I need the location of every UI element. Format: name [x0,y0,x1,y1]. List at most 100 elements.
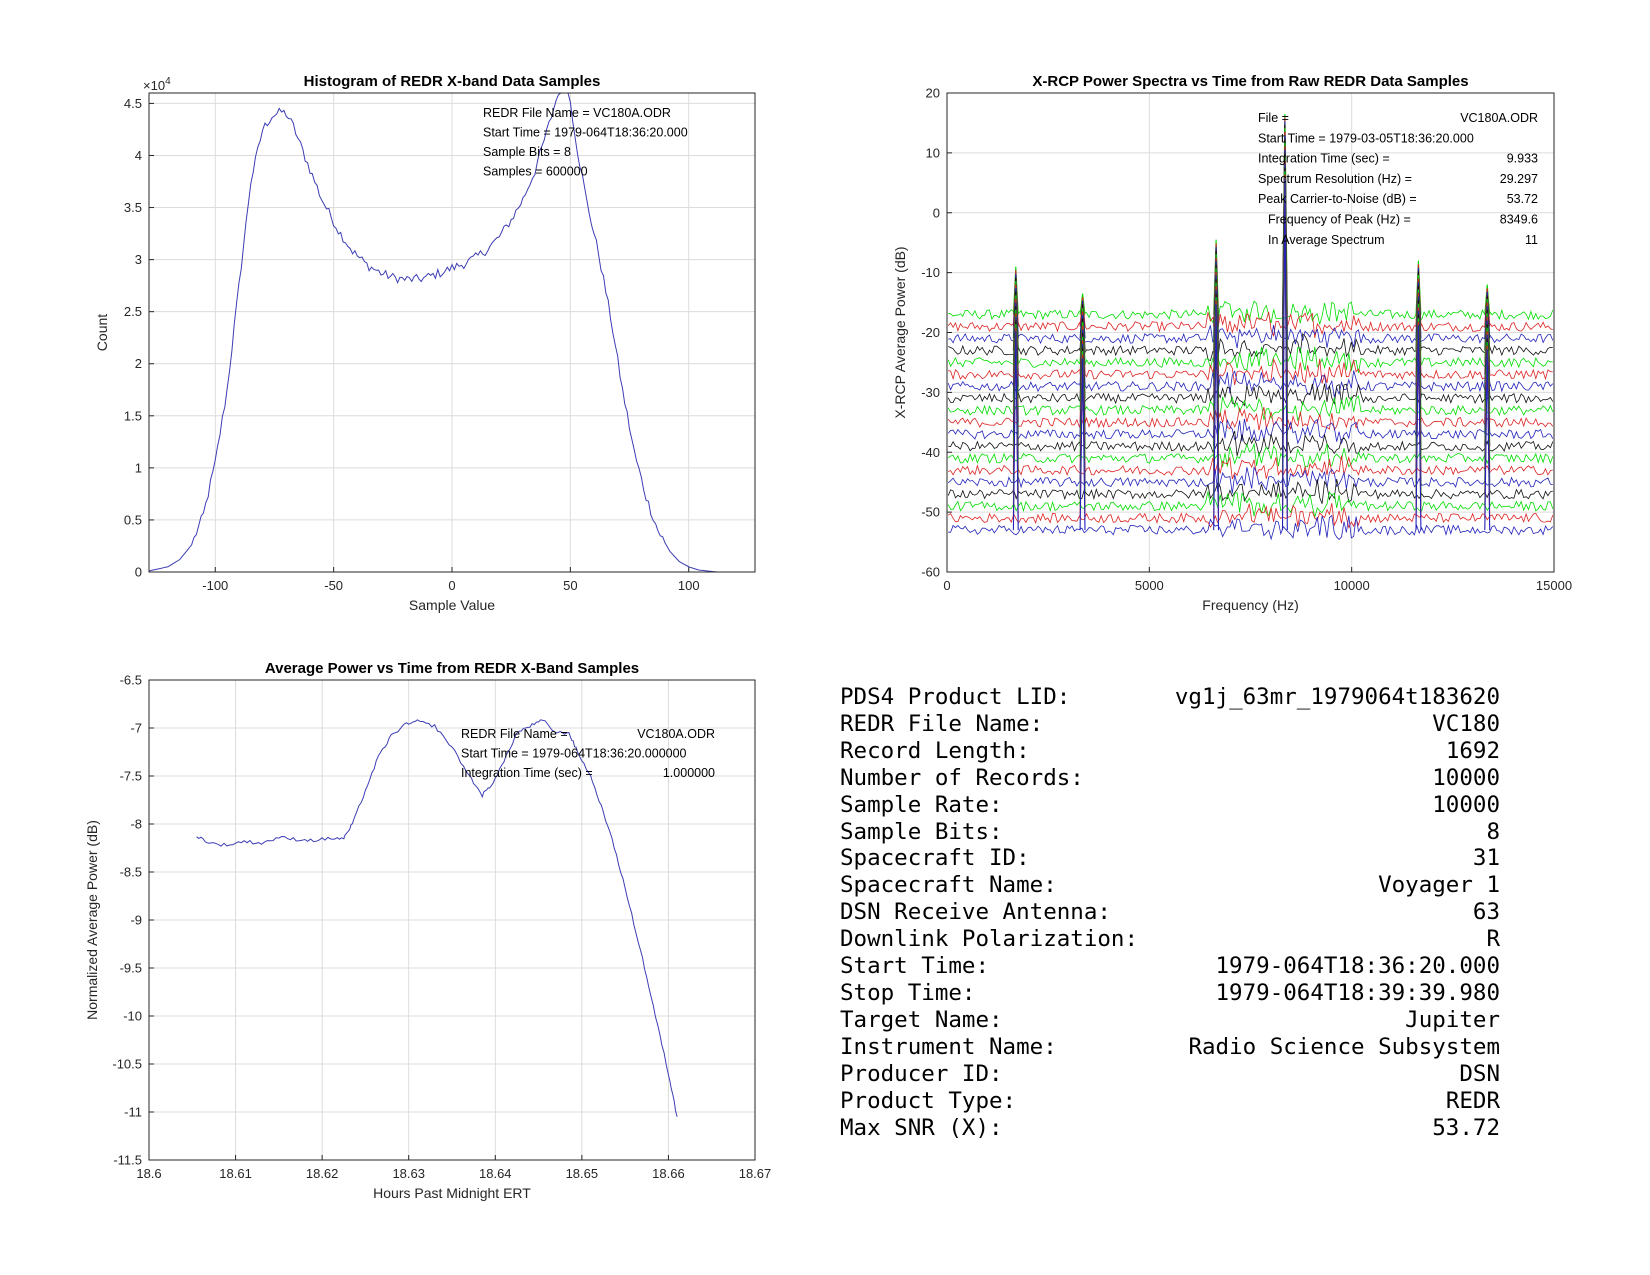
chart-1: -100 -50 0 50 100 0 0.5 1 1.5 2 2.5 3 3.5 4 4.5 Histogr… [94,73,756,613]
info-value: 1979-064T18:39:39.980 [1215,979,1500,1006]
info-label: PDS4 Product LID: [840,684,1071,710]
info-row: Target Name: Jupiter [840,1007,1500,1034]
info-label: Number of Records: [840,764,1084,791]
power-line [196,719,678,1117]
annotation-label: In Average Spectrum [1268,233,1385,247]
spectrum-series-4 [948,333,1553,362]
spectrum-series-19 [948,514,1554,541]
x-tick-label: 18.64 [479,1166,512,1181]
spectrum-series-11 [947,418,1554,445]
annotation-label: Peak Carrier-to-Noise (dB) = [1258,192,1417,206]
annotation-label: Integration Time (sec) = [461,766,593,780]
annotation-label: Frequency of Peak (Hz) = [1268,213,1411,227]
spectrum-series-15 [947,465,1553,494]
info-value: 1979-064T18:36:20.000 [1215,953,1500,980]
info-row: Spacecraft Name: Voyager 1 [840,872,1500,899]
annotation-line: Start Time = 1979-064T18:36:20.000 [483,126,688,140]
spectra-series-group [947,113,1554,541]
spectral-peak [1012,331,1019,531]
annotation-value: 9.933 [1507,152,1538,166]
y-tick-label: -10 [921,265,940,280]
y-tick-label: 3 [135,252,142,267]
y-tick-label: 2.5 [124,304,142,319]
info-value: 10000 [1432,791,1500,818]
product-info-table: PDS4 Product LID: vg1j_63mr_1979064t18362… [840,684,1500,1141]
info-value: VC180 [1432,710,1500,737]
y-tick-label: -11.5 [113,1153,142,1168]
info-label: DSN Receive Antenna: [840,899,1111,926]
info-row: Number of Records: 10000 [840,765,1500,792]
y-axis-label: X-RCP Average Power (dB) [892,246,908,418]
y-tick-label: -30 [921,385,940,400]
info-row: PDS4 Product LID: vg1j_63mr_1979064t18362… [840,684,1500,711]
spectrum-series-13 [947,442,1554,468]
x-tick-label: 0 [448,578,455,593]
info-label: Sample Bits: [840,818,1003,845]
annotation-label: Spectrum Resolution (Hz) = [1258,172,1412,186]
x-tick-label: 18.61 [219,1166,252,1181]
axes-frame [148,679,756,1161]
info-value: DSN [1459,1060,1500,1087]
info-row: Product Type: REDR [840,1088,1500,1115]
info-value: 53.72 [1432,1114,1500,1141]
spectral-peak [1415,325,1422,531]
info-label: Product Type: [840,1087,1017,1114]
x-tick-label: 5000 [1135,578,1164,593]
info-label: Spacecraft Name: [840,872,1057,899]
y-exponent-label: ×104 [143,76,171,93]
spectral-peak [1079,293,1086,315]
annotation-line: Samples = 600000 [483,165,588,179]
y-tick-label: -9.5 [120,961,142,976]
spectrum-series-7 [947,370,1554,398]
info-row: Spacecraft ID: 31 [840,845,1500,872]
y-tick-label: -40 [921,445,940,460]
annotation-label: Start Time = 1979-064T18:36:20.000000 [461,747,687,761]
y-tick-label: -20 [921,325,940,340]
y-tick-label: 4 [135,148,142,163]
annotation-label: File = [1258,111,1289,125]
x-tick-label: 50 [563,578,577,593]
info-value: 31 [1472,845,1500,872]
x-tick-label: 18.6 [136,1166,161,1181]
x-tick-label: 0 [943,578,950,593]
y-tick-label: -50 [921,505,940,520]
info-row: REDR File Name: VC180 [840,711,1500,738]
spectrum-series-10 [947,406,1554,431]
x-tick-label: 10000 [1334,578,1370,593]
axes-frame [148,92,756,573]
annotation-line: Sample Bits = 8 [483,145,571,159]
spectral-peak [1079,297,1086,327]
spectrum-series-1 [948,300,1554,325]
info-value: 1692 [1445,737,1500,764]
info-label: Instrument Name: [840,1033,1057,1060]
chart-3: 18.6 18.61 18.62 18.63 18.64 18.65 18.66 18.67 -… [84,660,771,1201]
x-tick-label: 18.63 [392,1166,425,1181]
x-tick-label: 18.65 [566,1166,599,1181]
annotation-value: 1.000000 [663,766,715,780]
y-tick-label: 20 [926,86,940,101]
spectral-peak [1281,178,1288,531]
spectrum-series-5 [947,346,1553,373]
annotation-line: REDR File Name = VC180A.ODR [483,106,671,120]
spectrum-series-12 [948,430,1554,457]
x-tick-label: 15000 [1536,578,1572,593]
spectral-peak [1484,349,1491,531]
info-value: R [1486,926,1500,953]
y-tick-label: -11 [124,1105,142,1120]
info-label: Downlink Polarization: [840,926,1139,953]
spectrum-series-18 [947,503,1554,529]
y-tick-label: -10 [123,1009,142,1024]
spectral-peak [1484,284,1491,315]
annotation-value: 53.72 [1507,192,1538,206]
spectrum-series-6 [948,357,1553,386]
y-tick-label: -7.5 [120,769,142,784]
histogram-line [149,93,755,572]
x-axis-label: Hours Past Midnight ERT [373,1185,531,1201]
info-value: Jupiter [1405,1006,1500,1033]
info-row: DSN Receive Antenna: 63 [840,899,1500,926]
info-value: REDR [1445,1087,1500,1114]
annotation-label: Start Time = 1979-03-05T18:36:20.000 [1258,131,1474,145]
y-tick-label: 1.5 [124,408,142,423]
chart-title: Average Power vs Time from REDR X-Band S… [265,660,639,677]
spectrum-series-14 [948,455,1553,480]
